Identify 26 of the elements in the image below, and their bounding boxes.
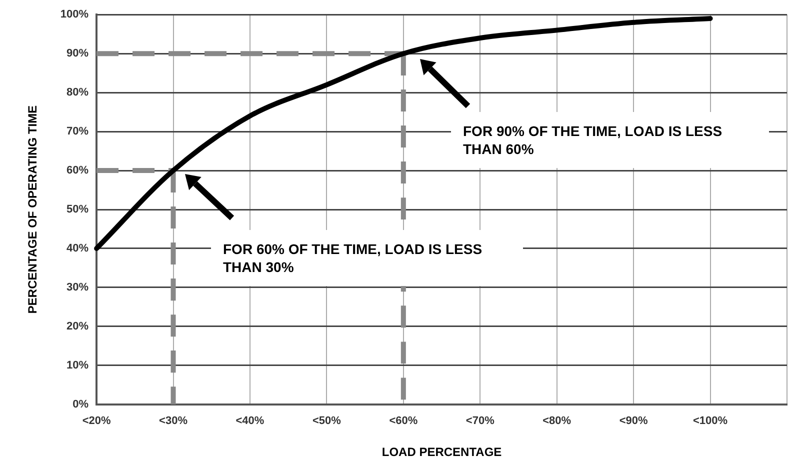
- y-tick-label: 70%: [66, 126, 89, 138]
- y-tick-label: 100%: [60, 8, 89, 21]
- y-tick-label: 60%: [66, 164, 89, 177]
- y-tick-label: 10%: [66, 359, 89, 372]
- text-box: FOR 60% OF THE TIME, LOAD IS LESS THAN 30%: [211, 230, 523, 286]
- y-tick-label: 40%: [66, 242, 89, 255]
- y-tick-label: 90%: [66, 48, 89, 60]
- y-tick-label: 30%: [66, 281, 89, 294]
- annotation: FOR 60% OF THE TIME, LOAD IS LESS THAN 30%: [223, 241, 482, 275]
- x-axis-title: LOAD PERCENTAGE: [382, 445, 502, 460]
- x-tick-label: <20%: [82, 415, 111, 428]
- x-tick-label: <80%: [542, 415, 572, 428]
- x-tick-label: <50%: [312, 415, 342, 428]
- x-tick-label: <70%: [466, 415, 495, 428]
- y-tick-label: 0%: [72, 398, 89, 410]
- y-tick-label: 50%: [66, 204, 89, 216]
- y-axis-title: PERCENTAGE OF OPERATING TIME: [26, 105, 40, 314]
- y-tick-label: 20%: [66, 320, 89, 332]
- x-tick-label: <90%: [619, 415, 648, 428]
- x-tick-label: <60%: [389, 415, 418, 428]
- x-tick-label: <40%: [236, 415, 264, 428]
- x-tick-label: <100%: [693, 415, 728, 428]
- x-tick-label: <30%: [159, 415, 188, 428]
- annotation: FOR 90% OF THE TIME, LOAD IS LESS THAN 60%: [463, 123, 722, 157]
- text-box: FOR 90% OF THE TIME, LOAD IS LESS THAN 60%: [451, 112, 769, 168]
- y-tick-label: 80%: [66, 86, 89, 99]
